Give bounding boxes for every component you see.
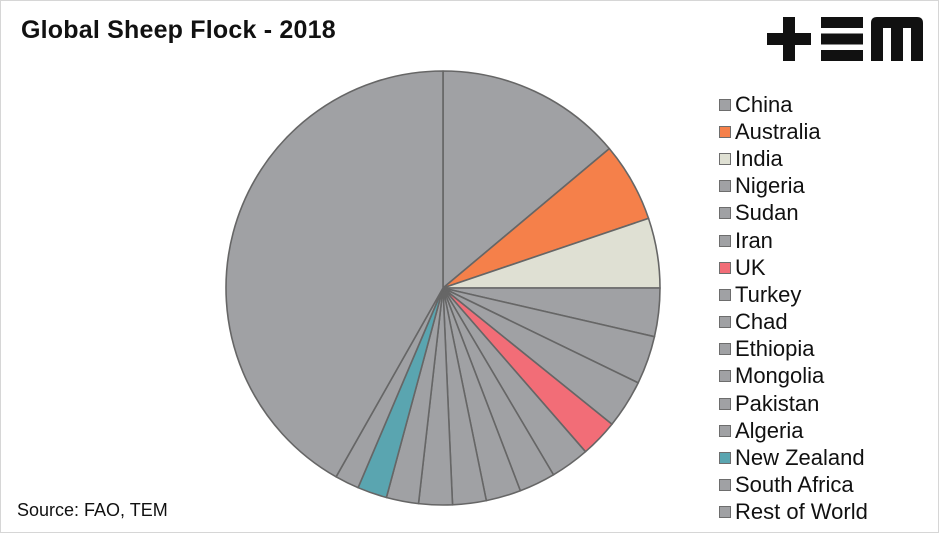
legend-label-uk: UK xyxy=(735,254,766,280)
legend-swatch-sudan xyxy=(719,207,731,220)
legend-label-mongolia: Mongolia xyxy=(735,363,825,389)
legend-swatch-rest-of-world xyxy=(719,506,731,519)
legend-item-sudan: Sudan xyxy=(719,200,868,227)
pie-chart xyxy=(225,70,661,506)
legend-swatch-china xyxy=(719,98,731,111)
legend-label-nigeria: Nigeria xyxy=(735,173,805,199)
legend-label-sudan: Sudan xyxy=(735,200,799,226)
legend: China Australia India Nigeria Sudan Iran UK Tur… xyxy=(719,91,868,526)
legend-swatch-mongolia xyxy=(719,370,731,383)
legend-swatch-south-africa xyxy=(719,479,731,492)
legend-swatch-india xyxy=(719,152,731,165)
legend-swatch-uk xyxy=(719,261,731,274)
legend-swatch-chad xyxy=(719,316,731,329)
legend-label-india: India xyxy=(735,145,783,171)
legend-label-ethiopia: Ethiopia xyxy=(735,336,815,362)
legend-label-turkey: Turkey xyxy=(735,281,802,307)
legend-swatch-australia xyxy=(719,125,731,138)
legend-item-rest-of-world: Rest of World xyxy=(719,499,868,526)
legend-item-new-zealand: New Zealand xyxy=(719,444,868,471)
legend-swatch-pakistan xyxy=(719,397,731,410)
legend-item-australia: Australia xyxy=(719,118,868,145)
legend-label-pakistan: Pakistan xyxy=(735,390,820,416)
legend-label-iran: Iran xyxy=(735,227,773,253)
chart-title: Global Sheep Flock - 2018 xyxy=(21,16,336,44)
tem-logo xyxy=(767,17,923,61)
legend-item-mongolia: Mongolia xyxy=(719,363,868,390)
source-note: Source: FAO, TEM xyxy=(17,500,168,520)
pie-slices xyxy=(225,70,661,506)
legend-item-south-africa: South Africa xyxy=(719,472,868,499)
pie-slice-china xyxy=(442,70,611,289)
legend-swatch-turkey xyxy=(719,288,731,301)
legend-item-china: China xyxy=(719,91,868,118)
legend-item-turkey: Turkey xyxy=(719,281,868,308)
logo-e-middle xyxy=(821,33,863,45)
legend-label-new-zealand: New Zealand xyxy=(735,445,865,471)
legend-label-australia: Australia xyxy=(735,118,821,144)
legend-swatch-iran xyxy=(719,234,731,247)
legend-swatch-nigeria xyxy=(719,180,731,193)
legend-swatch-ethiopia xyxy=(719,343,731,356)
logo-m xyxy=(871,17,923,61)
legend-swatch-algeria xyxy=(719,424,731,437)
legend-swatch-new-zealand xyxy=(719,452,731,465)
logo-plus-horizontal xyxy=(767,33,811,45)
legend-item-pakistan: Pakistan xyxy=(719,390,868,417)
legend-item-nigeria: Nigeria xyxy=(719,173,868,200)
legend-item-ethiopia: Ethiopia xyxy=(719,336,868,363)
legend-item-uk: UK xyxy=(719,254,868,281)
legend-item-india: India xyxy=(719,145,868,172)
legend-label-south-africa: South Africa xyxy=(735,472,854,498)
legend-item-chad: Chad xyxy=(719,309,868,336)
logo-e-top xyxy=(821,17,863,28)
legend-label-china: China xyxy=(735,91,793,117)
logo-e-bottom xyxy=(821,50,863,61)
pie-slice-rest-of-world xyxy=(225,70,444,478)
legend-label-algeria: Algeria xyxy=(735,417,804,443)
legend-label-chad: Chad xyxy=(735,309,788,335)
legend-label-rest-of-world: Rest of World xyxy=(735,499,868,525)
legend-item-algeria: Algeria xyxy=(719,417,868,444)
legend-item-iran: Iran xyxy=(719,227,868,254)
